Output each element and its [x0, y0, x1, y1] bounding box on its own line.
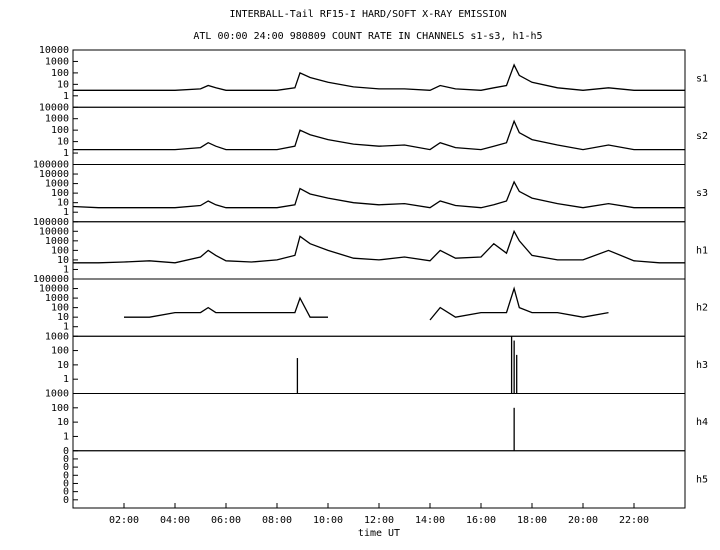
- y-tick-label: 10000: [39, 102, 69, 113]
- trace: [73, 63, 685, 91]
- y-tick-label: 1: [63, 91, 69, 102]
- x-tick-label: 10:00: [313, 515, 343, 526]
- y-tick-label: 100: [51, 68, 69, 79]
- trace: [72, 180, 685, 209]
- y-tick-label: 0: [63, 495, 69, 506]
- y-tick-label: 1000: [45, 236, 69, 247]
- y-tick-label: 0: [63, 487, 69, 498]
- y-tick-label: 10000: [39, 45, 69, 56]
- y-tick-label: 10: [57, 79, 69, 90]
- panel-frame: [72, 450, 686, 509]
- y-tick-label: 10: [57, 137, 69, 148]
- panel-frame: [72, 164, 686, 223]
- x-axis-label: time UT: [358, 528, 400, 539]
- y-tick-label: 1: [63, 148, 69, 159]
- panel-frame: [72, 49, 686, 108]
- y-tick-label: 100: [51, 245, 69, 256]
- y-tick-label: 1: [63, 207, 69, 218]
- y-tick-label: 0: [63, 462, 69, 473]
- panel-frame: [72, 106, 686, 165]
- panel-frame: [72, 393, 686, 452]
- y-tick-label: 100: [51, 403, 69, 414]
- y-tick-label: 100: [51, 188, 69, 199]
- x-tick-label: 02:00: [109, 515, 139, 526]
- chart-title: INTERBALL-Tail RF15-I HARD/SOFT X-RAY EM…: [230, 9, 507, 20]
- y-tick-label: 10000: [39, 226, 69, 237]
- x-tick-label: 20:00: [568, 515, 598, 526]
- y-tick-label: 0: [63, 478, 69, 489]
- y-tick-label: 1000: [45, 179, 69, 190]
- y-tick-label: 10: [57, 198, 69, 209]
- panel-label: s2: [696, 131, 708, 142]
- y-tick-label: 10: [57, 417, 69, 428]
- x-tick-label: 04:00: [160, 515, 190, 526]
- x-tick-label: 18:00: [517, 515, 547, 526]
- y-tick-label: 1: [63, 374, 69, 385]
- x-tick-label: 22:00: [619, 515, 649, 526]
- y-tick-label: 100: [51, 346, 69, 357]
- chart-subtitle: ATL 00:00 24:00 980809 COUNT RATE IN CHA…: [193, 31, 542, 42]
- trace: [73, 229, 685, 264]
- y-tick-label: 0: [63, 446, 69, 457]
- panel-frame: [72, 221, 686, 280]
- y-tick-label: 100: [51, 125, 69, 136]
- x-tick-label: 14:00: [415, 515, 445, 526]
- panel-frame: [72, 335, 686, 394]
- x-tick-label: 06:00: [211, 515, 241, 526]
- y-tick-label: 10000: [39, 169, 69, 180]
- y-tick-label: 1: [63, 431, 69, 442]
- y-tick-label: 100000: [33, 274, 69, 285]
- y-tick-label: 0: [63, 470, 69, 481]
- y-tick-label: 1000: [45, 331, 69, 342]
- y-tick-label: 10000: [39, 284, 69, 295]
- y-tick-label: 1000: [45, 114, 69, 125]
- trace: [124, 286, 609, 321]
- x-tick-label: 12:00: [364, 515, 394, 526]
- y-tick-label: 0: [63, 454, 69, 465]
- y-tick-label: 10: [57, 255, 69, 266]
- x-tick-label: 16:00: [466, 515, 496, 526]
- panel-frame: [72, 278, 686, 337]
- panel-label: h1: [696, 245, 708, 256]
- y-tick-label: 100000: [33, 160, 69, 171]
- y-tick-label: 10: [57, 312, 69, 323]
- y-tick-label: 1000: [45, 293, 69, 304]
- y-tick-label: 1: [63, 264, 69, 275]
- y-tick-label: 100000: [33, 217, 69, 228]
- panel-label: s3: [696, 188, 708, 199]
- panel-label: h4: [696, 417, 708, 428]
- panel-label: h5: [696, 474, 708, 485]
- panel-label: s1: [696, 74, 708, 85]
- trace: [73, 119, 685, 151]
- panel-label: h2: [696, 303, 708, 314]
- y-tick-label: 1000: [45, 389, 69, 400]
- y-tick-label: 1000: [45, 56, 69, 67]
- panel-label: h3: [696, 360, 708, 371]
- y-tick-label: 1: [63, 322, 69, 333]
- y-tick-label: 10: [57, 360, 69, 371]
- y-tick-label: 100: [51, 303, 69, 314]
- x-tick-label: 08:00: [262, 515, 292, 526]
